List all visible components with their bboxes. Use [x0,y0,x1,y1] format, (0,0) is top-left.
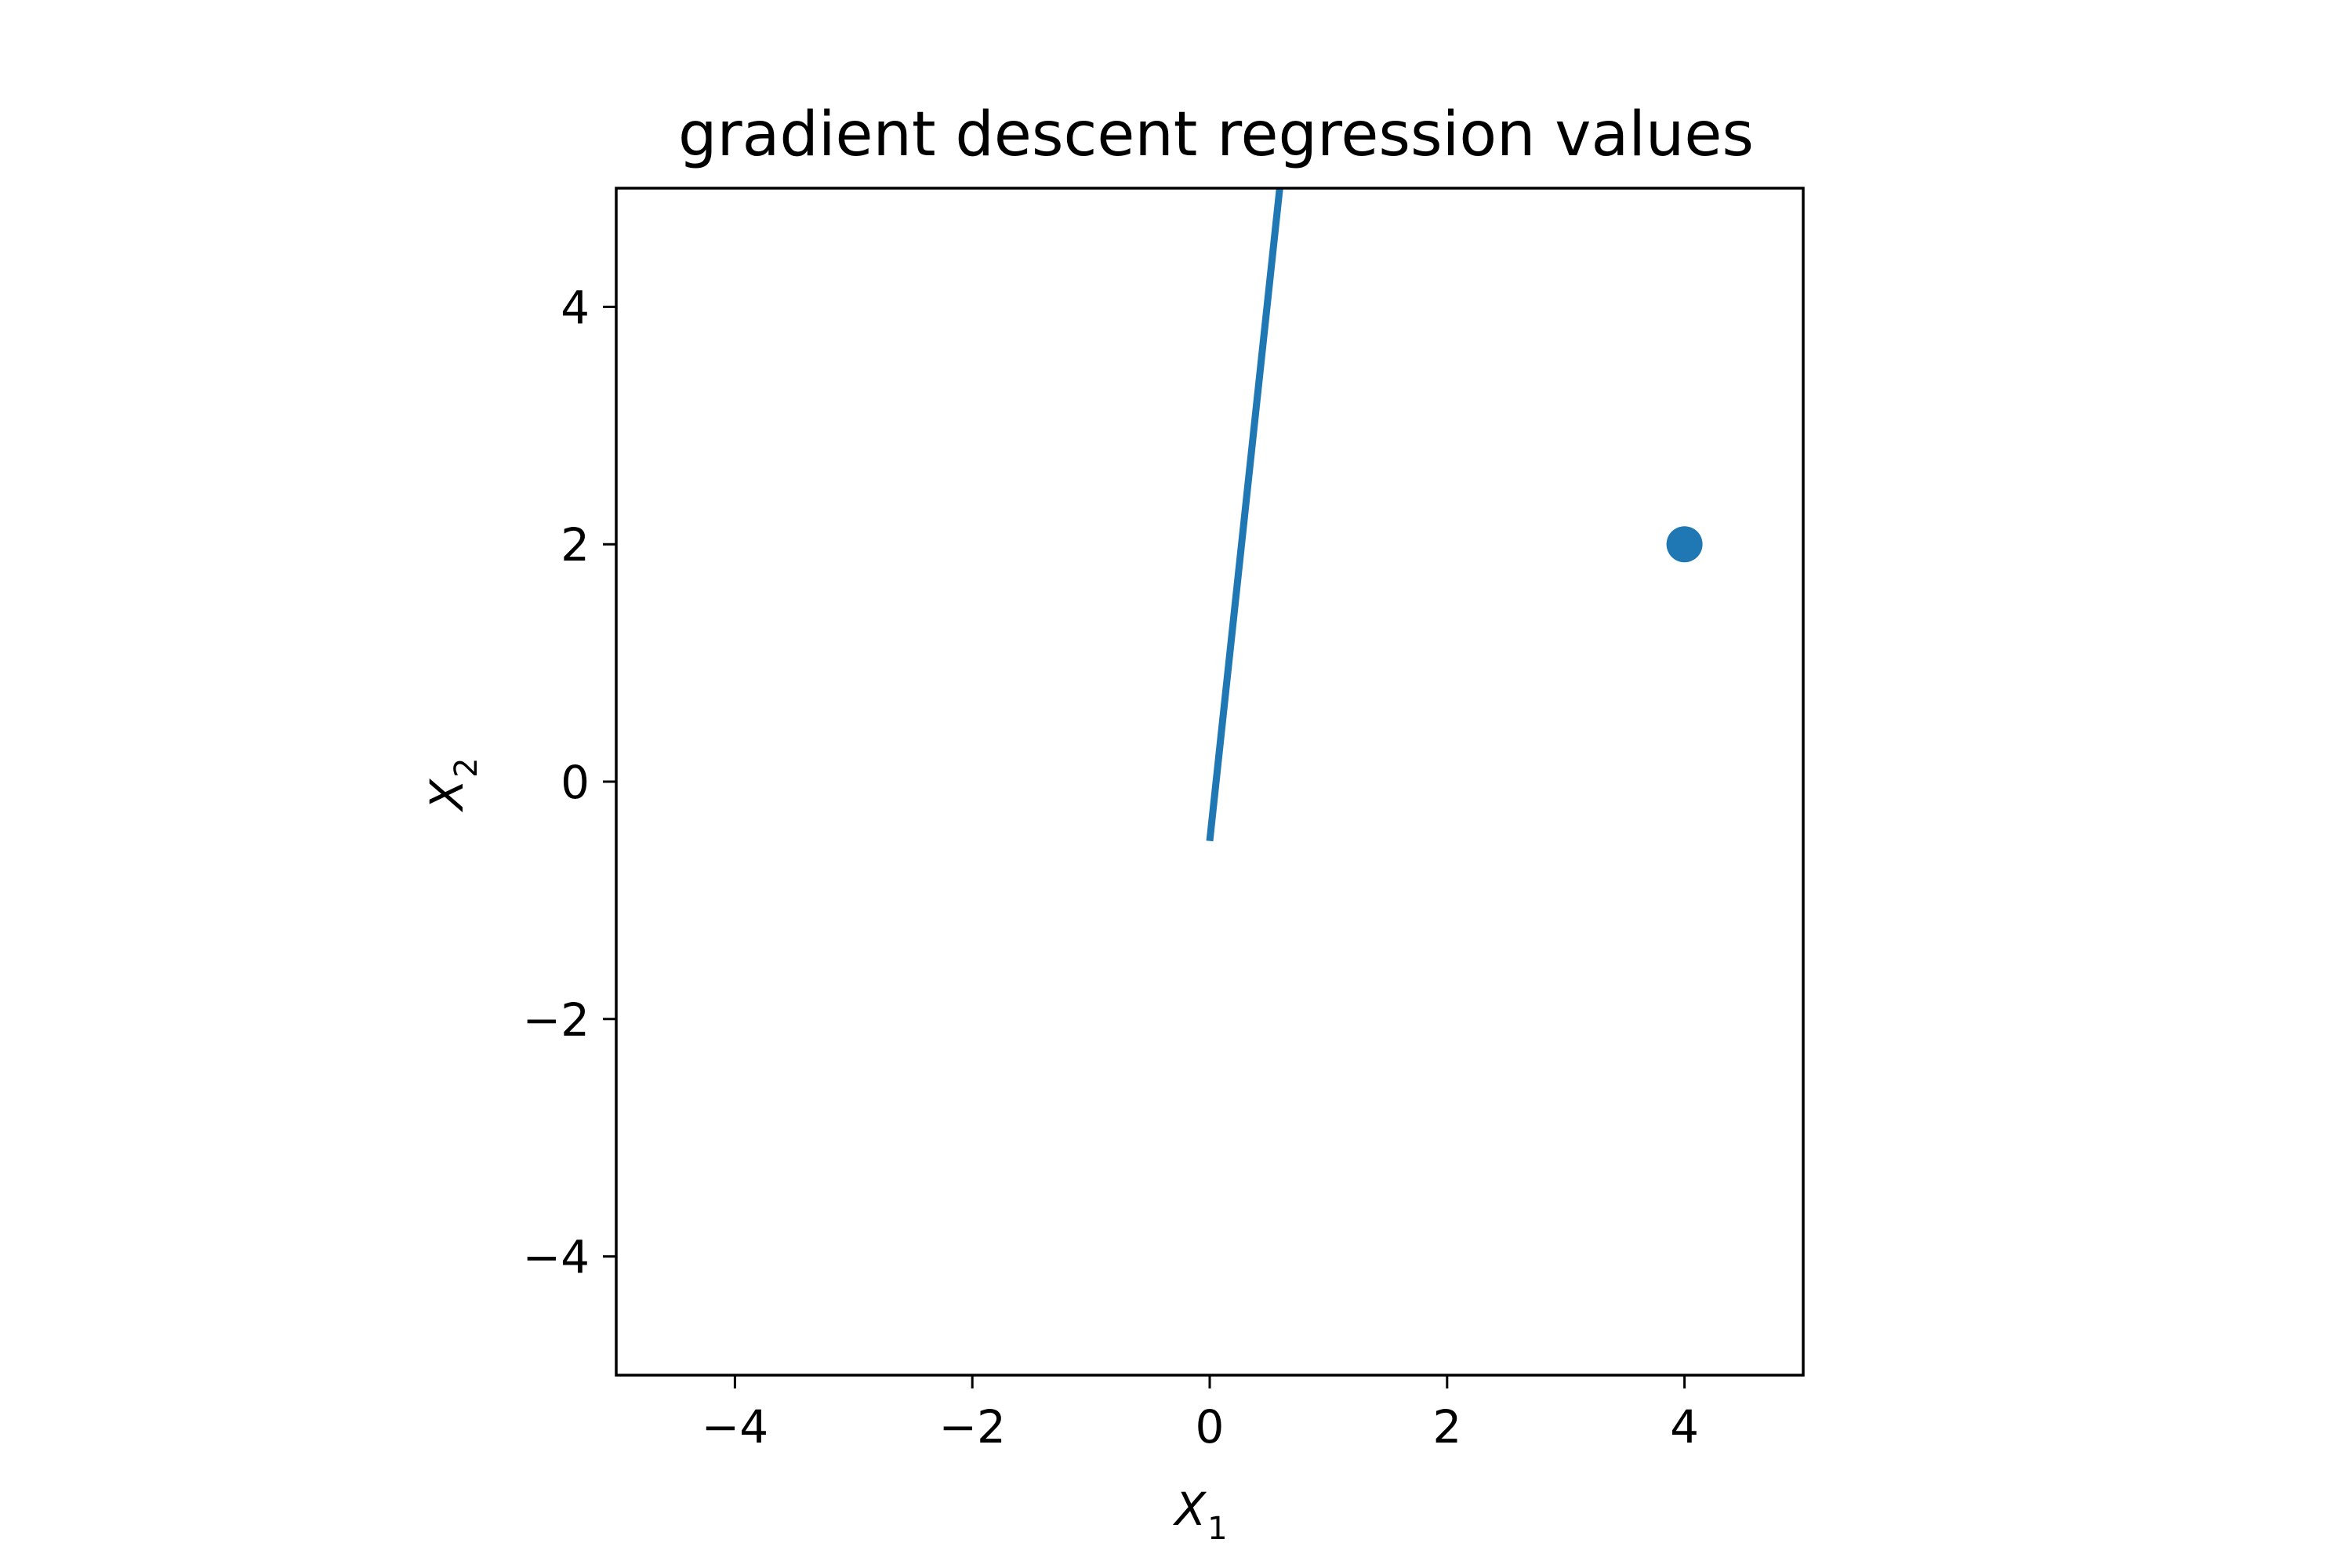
x-tick-label: 2 [1432,1400,1461,1454]
regression-line [1206,187,1283,842]
y-tick-label: −4 [523,1231,590,1284]
y-tick-label: −2 [523,993,590,1047]
x-tick-label: 0 [1196,1400,1225,1454]
x-tick-label: −2 [938,1400,1006,1454]
y-tick-label: 0 [561,756,590,809]
data-point [1666,526,1703,563]
y-axis-title: X2 [420,757,485,812]
x-axis: −4 −2 0 2 4 [702,1375,1699,1454]
x-tick-label: 4 [1670,1400,1699,1454]
x-tick-label: −4 [702,1400,769,1454]
y-tick-label: 4 [561,281,590,334]
y-tick-label: 2 [561,518,590,572]
plot-area [1206,187,1703,842]
x-axis-title: X1 [1172,1483,1227,1547]
y-axis: −4 −2 0 2 4 [523,281,616,1284]
plot-frame [615,187,1805,1377]
chart-title: gradient descent regression values [678,100,1754,170]
